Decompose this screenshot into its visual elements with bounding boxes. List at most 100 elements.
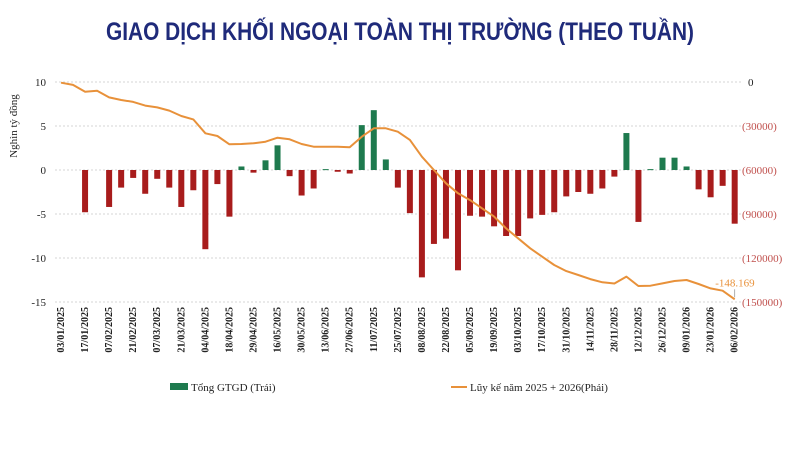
x-tick-label: 03/10/2025: [513, 307, 524, 353]
bar-series: [82, 110, 738, 278]
bar: [418, 170, 425, 278]
bar: [334, 170, 341, 172]
bar: [406, 170, 413, 214]
x-tick-label: 30/05/2025: [297, 307, 308, 353]
x-tick-label: 13/06/2025: [321, 307, 332, 353]
bar: [322, 169, 329, 171]
bar: [190, 170, 197, 191]
x-tick-label: 19/09/2025: [489, 307, 500, 353]
x-tick-label: 06/02/2026: [730, 307, 741, 353]
legend-label-bars: Tổng GTGD (Trái): [191, 382, 276, 394]
bar: [106, 170, 113, 207]
bar: [539, 170, 546, 215]
left-tick-label: -5: [37, 209, 47, 221]
bar: [527, 170, 534, 219]
legend-swatch-bars: [170, 383, 188, 390]
bar: [575, 170, 582, 192]
bar: [178, 170, 185, 207]
bar: [635, 170, 642, 222]
bar: [214, 170, 221, 185]
cumulative-line: [60, 81, 736, 301]
x-tick-label: 05/09/2025: [465, 307, 476, 353]
bar: [370, 110, 377, 170]
x-tick-label: 08/08/2025: [417, 307, 428, 353]
x-tick-label: 04/04/2025: [200, 307, 211, 353]
right-tick-label: (60000): [742, 165, 777, 177]
x-tick-label: 28/11/2025: [609, 307, 620, 352]
bar: [491, 170, 498, 227]
bar: [286, 170, 293, 177]
x-tick-label: 11/07/2025: [369, 307, 380, 352]
left-tick-label: 10: [35, 77, 47, 89]
left-tick-label: -15: [31, 297, 46, 309]
bar: [310, 170, 317, 189]
bar: [683, 166, 690, 170]
annotation-last-value: -148.169: [715, 277, 755, 289]
x-tick-label: 09/01/2026: [682, 307, 693, 353]
left-tick-label: 5: [41, 121, 47, 133]
x-tick-label: 21/03/2025: [176, 307, 187, 353]
x-tick-label: 07/03/2025: [152, 307, 163, 353]
bar: [226, 170, 233, 217]
bar: [142, 170, 149, 194]
bar: [479, 170, 486, 217]
bar: [671, 157, 678, 170]
chart-title: GIAO DỊCH KHỐI NGOẠI TOÀN THỊ TRƯỜNG (TH…: [106, 16, 694, 46]
x-tick-label: 03/01/2025: [56, 307, 67, 353]
bar: [551, 170, 558, 213]
x-tick-label: 31/10/2025: [561, 307, 572, 353]
bar: [274, 145, 281, 170]
bar: [503, 170, 510, 236]
bar: [238, 166, 245, 170]
right-axis: 0 (30000) (60000) (90000) (120000) (150000): [742, 77, 783, 309]
bar: [358, 125, 365, 170]
bar: [454, 170, 461, 271]
bar: [82, 170, 89, 213]
right-tick-label: 0: [748, 77, 754, 89]
x-tick-label: 23/01/2026: [706, 307, 717, 353]
bar: [707, 170, 714, 198]
x-tick-label: 14/11/2025: [585, 307, 596, 352]
right-tick-label: (150000): [742, 297, 783, 309]
bar: [118, 170, 125, 188]
bar: [130, 170, 137, 178]
bar: [695, 170, 702, 190]
x-tick-label: 16/05/2025: [273, 307, 284, 353]
bar: [611, 170, 618, 177]
right-tick-label: (90000): [742, 209, 777, 221]
left-axis-label: Nghìn tỷ đồng: [8, 94, 20, 158]
x-tick-label: 17/01/2025: [80, 307, 91, 353]
bar: [467, 170, 474, 216]
annotations: -148.169: [715, 277, 755, 298]
x-tick-label: 27/06/2025: [345, 307, 356, 353]
bar: [346, 170, 353, 174]
x-tick-label: 12/12/2025: [633, 307, 644, 353]
line-series: [60, 81, 736, 301]
x-tick-label: 17/10/2025: [537, 307, 548, 353]
legend: Tổng GTGD (Trái) Lũy kế năm 2025 + 2026(…: [170, 382, 608, 394]
left-tick-label: 0: [41, 165, 47, 177]
bar: [382, 159, 389, 170]
bar: [587, 170, 594, 194]
bar: [719, 170, 726, 186]
bar: [154, 170, 161, 179]
left-axis: 10 5 0 -5 -10 -15: [31, 77, 46, 309]
x-tick-label: 22/08/2025: [441, 307, 452, 353]
bar: [262, 160, 269, 170]
x-tick-label: 21/02/2025: [128, 307, 139, 353]
bar: [394, 170, 401, 188]
bar: [442, 170, 449, 239]
bar: [731, 170, 738, 224]
bar: [298, 170, 305, 196]
right-tick-label: (30000): [742, 121, 777, 133]
bar: [647, 169, 654, 171]
bar: [563, 170, 570, 197]
bar: [166, 170, 173, 188]
bar: [659, 157, 666, 170]
bar: [250, 170, 257, 173]
x-tick-label: 07/02/2025: [104, 307, 115, 353]
bar: [599, 170, 606, 189]
x-tick-label: 26/12/2025: [658, 307, 669, 353]
x-tick-label: 18/04/2025: [224, 307, 235, 353]
